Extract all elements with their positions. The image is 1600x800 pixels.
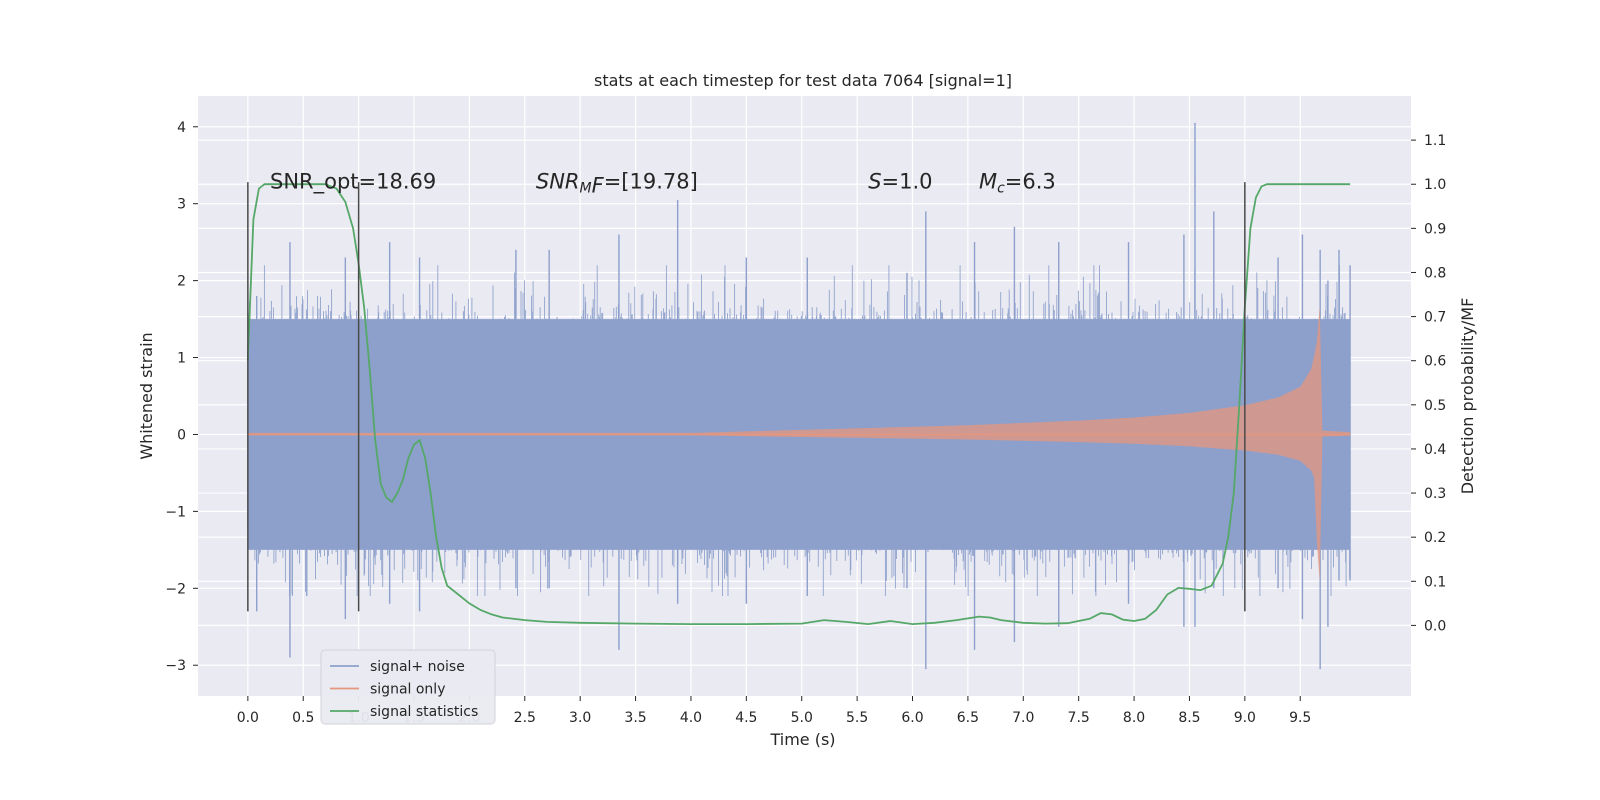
y2-tick-label: 0.7 bbox=[1424, 310, 1446, 326]
x-tick-label: 0.5 bbox=[292, 710, 314, 726]
y-tick-label: 1 bbox=[177, 351, 186, 367]
x-tick-label: 7.0 bbox=[1012, 710, 1034, 726]
series-signal-only bbox=[247, 305, 1351, 583]
y-tick-label: 2 bbox=[177, 274, 186, 290]
annotation-3: S=1.0 bbox=[868, 169, 932, 193]
annotations: SNR_opt=18.69 SNRMF=[19.78] S=1.0 Mc=6.3 bbox=[270, 169, 1056, 197]
x-tick-label: 4.5 bbox=[735, 710, 757, 726]
legend-label: signal only bbox=[370, 682, 445, 698]
x-tick-label: 8.5 bbox=[1178, 710, 1200, 726]
legend-label: signal statistics bbox=[370, 704, 478, 720]
plot-marks bbox=[246, 122, 1351, 670]
y-tick-label: 0 bbox=[177, 427, 186, 443]
y2-tick-label: 0.2 bbox=[1424, 530, 1446, 546]
legend-label: signal+ noise bbox=[370, 659, 465, 675]
y2-tick-label: 0.3 bbox=[1424, 486, 1446, 502]
y2-tick-label: 0.8 bbox=[1424, 265, 1446, 281]
y-tick-label: 3 bbox=[177, 197, 186, 213]
y-tick-label: −3 bbox=[165, 658, 186, 674]
x-tick-label: 5.5 bbox=[846, 710, 868, 726]
x-tick-label: 2.5 bbox=[514, 710, 536, 726]
x-tick-label: 9.5 bbox=[1289, 710, 1311, 726]
x-tick-label: 8.0 bbox=[1123, 710, 1145, 726]
y2-tick-label: 0.5 bbox=[1424, 398, 1446, 414]
y-axis-right: 0.0 0.1 0.2 0.3 0.4 0.5 0.6 0.7 0.8 0.9 1.0 1.1 bbox=[1411, 133, 1446, 634]
vertical-markers bbox=[247, 182, 1246, 612]
annotation-2: SNRMF=[19.78] bbox=[536, 169, 698, 197]
y-tick-label: −2 bbox=[165, 581, 186, 597]
series-signal-statistics bbox=[246, 183, 1351, 626]
x-tick-label: 7.5 bbox=[1068, 710, 1090, 726]
annotation-1: SNR_opt=18.69 bbox=[270, 169, 436, 194]
x-tick-label: 3.0 bbox=[569, 710, 591, 726]
y2-tick-label: 1.0 bbox=[1424, 177, 1446, 193]
x-tick-label: 6.5 bbox=[957, 710, 979, 726]
y-tick-label: −1 bbox=[165, 504, 186, 520]
legend: signal+ noise signal only signal statistic… bbox=[320, 649, 496, 725]
x-tick-label: 9.0 bbox=[1234, 710, 1256, 726]
y2-tick-label: 0.6 bbox=[1424, 354, 1446, 370]
y2-tick-label: 1.1 bbox=[1424, 133, 1446, 149]
x-tick-label: 5.0 bbox=[791, 710, 813, 726]
x-tick-label: 4.0 bbox=[680, 710, 702, 726]
y-tick-label: 4 bbox=[177, 120, 186, 136]
y2-tick-label: 0.9 bbox=[1424, 221, 1446, 237]
x-axis-title: Time (s) bbox=[769, 730, 835, 749]
legend-box bbox=[320, 649, 496, 725]
y2-tick-label: 0.1 bbox=[1424, 574, 1446, 590]
y-axis-left: −3 −2 −1 0 1 2 3 4 bbox=[165, 120, 198, 674]
y-axis-title: Whitened strain bbox=[137, 332, 156, 459]
x-tick-label: 3.5 bbox=[624, 710, 646, 726]
y2-axis-title: Detection probability/MF bbox=[1458, 298, 1477, 495]
annotation-4: Mc=6.3 bbox=[979, 169, 1056, 196]
x-tick-label: 0.0 bbox=[237, 710, 259, 726]
y2-tick-label: 0.4 bbox=[1424, 442, 1446, 458]
y2-tick-label: 0.0 bbox=[1424, 618, 1446, 634]
chart-title: stats at each timestep for test data 706… bbox=[594, 71, 1012, 90]
x-tick-label: 6.0 bbox=[901, 710, 923, 726]
